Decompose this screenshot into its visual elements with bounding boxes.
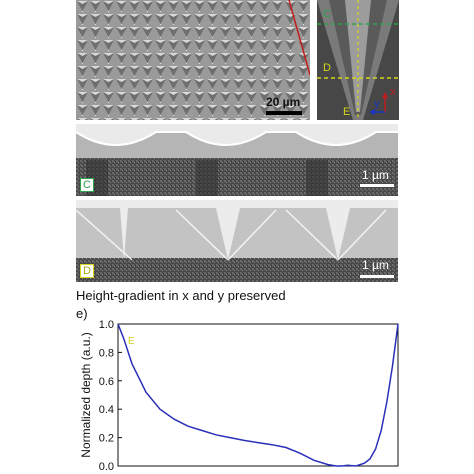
y-tick-label: 0.4 [99,404,114,416]
panel-c-scale-label: 1 µm [362,168,389,182]
axis-y-label: y [374,98,380,110]
plot-frame [117,323,399,467]
sem-cross-section-c: C 1 µm [76,124,398,196]
axis-x-label: x [390,86,396,98]
panel-d-tag: D [80,264,94,278]
depth-profile-chart: 0.0 0.2 0.4 0.6 0.8 1.0 Normalized depth (a.u… [79,319,399,473]
sem-cross-section-d: D 1 µm [76,200,398,282]
y-axis-label: Normalized depth (a.u.) [79,332,93,457]
panel-d-scale-label: 1 µm [362,258,389,272]
chart-series [117,323,399,467]
y-tick-label: 0.6 [99,376,114,388]
panel-d-scale-bar [360,275,394,278]
panel-c-tag: C [80,178,94,192]
panel-e-tag: E [128,336,135,347]
sem-zoom-texture [317,0,399,120]
cross-section-c-drawing [76,124,398,196]
y-tick-label: 0.8 [99,347,114,359]
panel-c-scale-bar [360,184,394,187]
panel-e-letter: e) [76,306,88,321]
sem-zoom-image: C D E x y [317,0,399,120]
scale-bar [266,111,302,115]
y-tick-label: 0.2 [99,433,114,445]
line-c-label: C [323,8,331,20]
point-e-label: E [343,106,351,118]
chart-axes: 0.0 0.2 0.4 0.6 0.8 1.0 [99,319,399,473]
sem-array-texture [76,0,310,120]
scale-bar-label: 20 µm [266,95,301,109]
line-d-label: D [323,62,331,74]
cross-section-d-drawing [76,200,398,282]
figure-caption: Height-gradient in x and y preserved [76,288,286,303]
sem-array-image: 20 µm [76,0,310,120]
y-tick-label: 1.0 [99,319,114,331]
y-tick-label: 0.0 [99,461,114,473]
series-line [117,323,399,467]
